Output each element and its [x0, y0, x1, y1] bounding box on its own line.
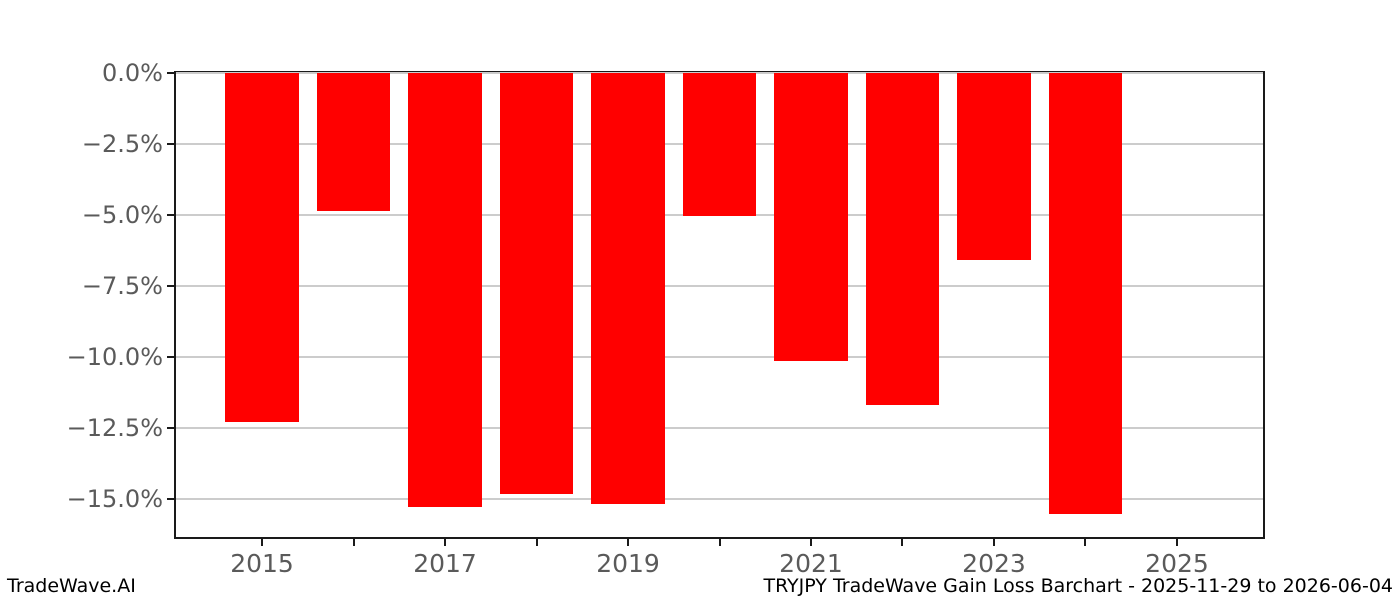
y-tick-label: −15.0% [66, 484, 163, 513]
y-gridline [176, 284, 1263, 287]
y-tick-label: 0.0% [102, 59, 163, 87]
x-tick-label: 2019 [596, 549, 660, 578]
bar-2015 [225, 73, 299, 423]
bar-2021 [774, 73, 848, 362]
x-tick-label: 2025 [1145, 549, 1209, 578]
y-axis-tick [167, 142, 174, 145]
bar-2016 [316, 73, 391, 211]
x-axis-tick [992, 539, 995, 546]
bar-2023 [957, 73, 1031, 261]
x-tick-label: 2023 [962, 549, 1026, 578]
bar-2017 [408, 73, 482, 508]
x-tick-label: 2021 [779, 549, 843, 578]
bar-2024 [1048, 73, 1123, 515]
y-axis-tick [167, 284, 174, 287]
y-axis-tick [167, 355, 174, 358]
x-axis-tick [261, 539, 263, 546]
x-axis-tick [1175, 539, 1178, 546]
x-axis-tick [444, 539, 446, 546]
y-axis-tick [167, 497, 174, 500]
y-tick-label: −10.0% [66, 342, 163, 371]
x-axis-tick [535, 539, 538, 546]
y-tick-label: −12.5% [66, 413, 163, 442]
x-tick-label: 2017 [413, 549, 477, 578]
x-axis-tick [1084, 539, 1087, 546]
x-axis-tick [901, 539, 904, 546]
x-axis-tick [809, 539, 812, 546]
x-axis-tick [352, 539, 355, 546]
x-axis-tick [718, 539, 721, 546]
bar-2022 [865, 73, 940, 406]
y-gridline [176, 355, 1263, 358]
y-gridline [176, 497, 1263, 500]
plot-area: 0.0% −2.5% −5.0% −7.5% −10.0% −12.5% −15.0% 201… [67, 59, 1265, 578]
x-axis-tick [627, 539, 629, 546]
y-tick-label: −5.0% [81, 200, 163, 229]
y-axis-tick [167, 72, 174, 74]
y-axis-tick [167, 213, 174, 216]
brand-text: TradeWave.AI [7, 575, 136, 597]
chart-caption: TRYJPY TradeWave Gain Loss Barchart - 20… [763, 575, 1393, 597]
y-axis-tick [167, 426, 174, 429]
y-tick-label: −2.5% [81, 129, 163, 158]
bar-2019 [591, 73, 665, 505]
bar-2018 [499, 73, 574, 495]
bar-2020 [682, 73, 757, 217]
x-tick-label: 2015 [230, 549, 294, 578]
y-gridline [176, 426, 1263, 429]
y-tick-label: −7.5% [81, 271, 163, 300]
